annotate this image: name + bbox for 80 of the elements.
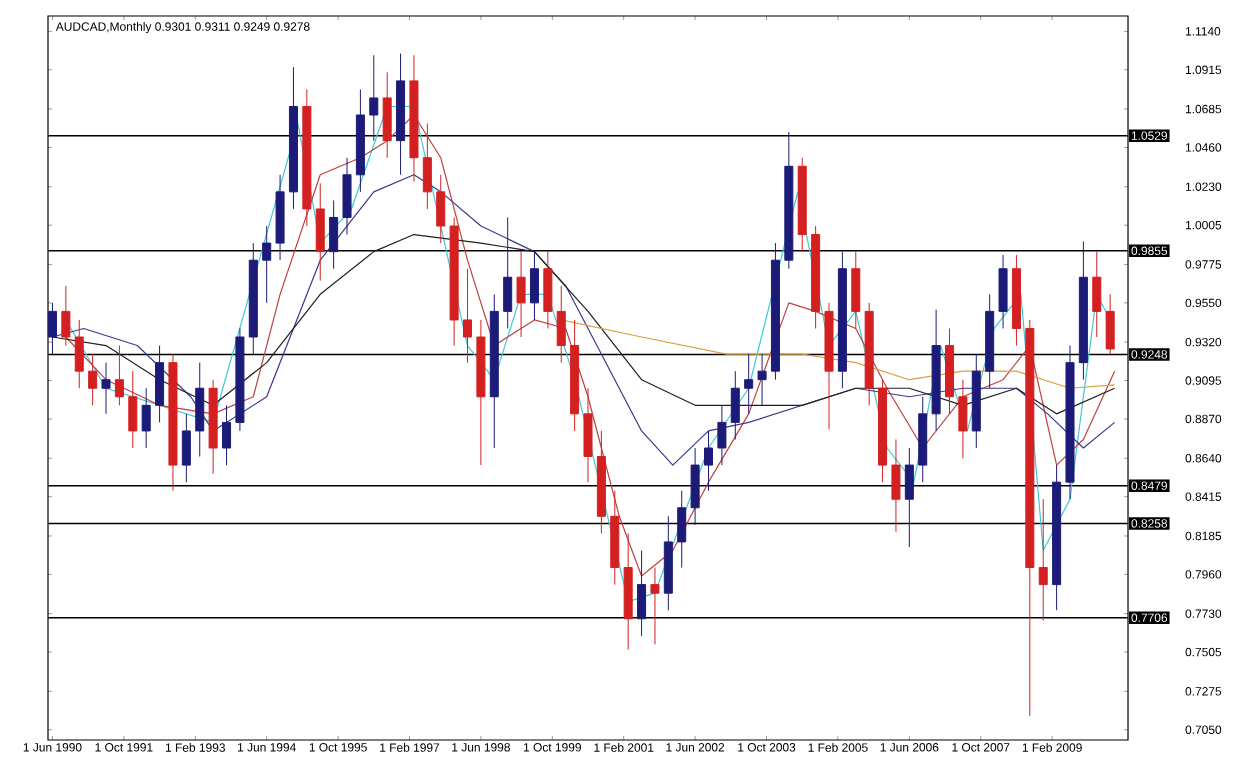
candlestick xyxy=(155,345,165,423)
candlestick xyxy=(288,66,298,210)
candlestick xyxy=(904,447,914,548)
candlestick xyxy=(436,174,446,244)
candlestick xyxy=(462,268,473,364)
candlestick xyxy=(931,309,941,432)
candlestick xyxy=(891,438,901,533)
candlestick xyxy=(824,302,834,430)
candlestick xyxy=(583,387,593,483)
candlestick xyxy=(329,199,339,270)
candlestick xyxy=(503,216,513,329)
candlestick xyxy=(1092,251,1102,338)
candlestick xyxy=(222,404,232,466)
candlestick xyxy=(703,430,714,492)
candlestick xyxy=(382,71,392,159)
candlestick xyxy=(114,345,124,406)
candlestick xyxy=(878,379,888,483)
candlestick xyxy=(369,54,379,142)
candlestick xyxy=(918,396,928,483)
candlestick xyxy=(61,285,71,347)
candlestick xyxy=(88,353,98,406)
candlestick xyxy=(489,293,499,449)
candlestick xyxy=(663,515,673,611)
candlestick xyxy=(235,327,245,432)
candlestick xyxy=(476,319,486,466)
candlestick xyxy=(610,490,620,586)
candlestick xyxy=(770,242,780,381)
candlestick xyxy=(422,123,432,210)
candlestick xyxy=(101,362,111,415)
candlestick xyxy=(1011,254,1021,347)
candlestick xyxy=(1025,319,1035,717)
candlestick xyxy=(797,157,807,253)
candlestick xyxy=(342,157,352,236)
candlestick xyxy=(730,370,740,440)
candlestick xyxy=(1052,464,1062,611)
candlestick xyxy=(47,302,57,355)
candlestick xyxy=(717,404,727,466)
candlestick xyxy=(690,447,700,526)
candlestick xyxy=(677,490,687,569)
candlestick xyxy=(958,379,968,459)
candlestick xyxy=(248,242,258,355)
candlestick xyxy=(985,293,995,389)
candlestick xyxy=(650,567,660,645)
candlestick xyxy=(864,302,874,406)
candlestick xyxy=(208,379,218,475)
candlestick xyxy=(529,251,539,321)
candlestick xyxy=(262,225,272,304)
candlestick xyxy=(556,285,566,364)
candlestick xyxy=(396,53,406,176)
candlestick xyxy=(168,353,178,492)
candlestick xyxy=(623,532,633,650)
candlestick xyxy=(596,430,606,534)
candlestick xyxy=(141,387,151,449)
candlestick xyxy=(543,251,553,329)
candlestick xyxy=(409,54,419,183)
candlestick xyxy=(355,88,365,193)
candlestick xyxy=(449,216,459,347)
candlestick xyxy=(275,174,285,261)
candlestick xyxy=(315,182,325,282)
candlestick xyxy=(744,353,754,415)
candlestick xyxy=(971,353,981,449)
candlestick xyxy=(757,353,767,406)
candlestick xyxy=(302,88,312,227)
candlestick xyxy=(784,131,794,270)
candlestick xyxy=(1105,293,1115,355)
candlestick xyxy=(1065,345,1075,500)
candlestick xyxy=(637,549,647,637)
candlestick xyxy=(1078,240,1088,381)
candlestick xyxy=(811,225,821,329)
candlestick xyxy=(944,327,955,415)
candlestick xyxy=(516,251,526,338)
candlestick xyxy=(837,251,847,389)
candlestick xyxy=(851,251,861,329)
candlestick xyxy=(128,370,138,449)
candlestick xyxy=(181,413,191,483)
candlestick xyxy=(195,362,205,458)
candlestick xyxy=(74,319,84,389)
candlestick xyxy=(1038,498,1048,621)
candlestick xyxy=(998,254,1008,329)
candlestick xyxy=(570,319,580,432)
